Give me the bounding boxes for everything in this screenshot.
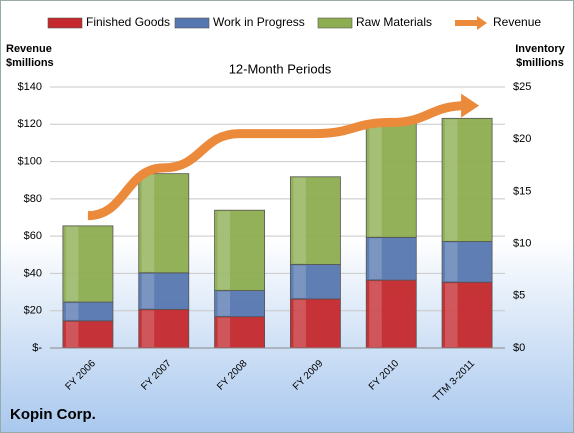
bar-segment bbox=[138, 272, 190, 310]
legend-label: Raw Materials bbox=[356, 15, 432, 29]
bar-highlight bbox=[217, 291, 231, 316]
bar-highlight bbox=[445, 119, 458, 241]
y-tick-label: $- bbox=[32, 342, 42, 354]
bar-highlight bbox=[293, 265, 306, 298]
legend-label: Revenue bbox=[493, 15, 541, 29]
bar-segment bbox=[138, 308, 190, 349]
bar-segment bbox=[365, 279, 417, 349]
bar-segment bbox=[289, 264, 341, 300]
y2-tick-label: $25 bbox=[513, 81, 531, 93]
bar-highlight bbox=[141, 174, 155, 272]
y-label-box: Revenue $millions bbox=[6, 43, 54, 69]
bar-highlight bbox=[445, 283, 458, 347]
bar-segment bbox=[214, 290, 266, 318]
bar-segment bbox=[365, 236, 417, 281]
bar-segment bbox=[441, 117, 493, 242]
bar-highlight bbox=[369, 281, 382, 347]
bar-highlight bbox=[65, 226, 79, 302]
legend-swatch bbox=[47, 17, 83, 29]
bar-highlight bbox=[217, 211, 231, 290]
y2-tick-label: $15 bbox=[513, 185, 531, 197]
bar-highlight bbox=[141, 310, 155, 347]
y-tick-label: $80 bbox=[24, 193, 42, 205]
bar-segment bbox=[214, 209, 266, 291]
bar-highlight bbox=[65, 303, 79, 320]
legend-label: Finished Goods bbox=[86, 15, 170, 29]
legend-label: Work in Progress bbox=[213, 15, 305, 29]
legend-arrow bbox=[477, 16, 487, 30]
y2-axis-label: Inventory $millions bbox=[515, 43, 565, 69]
bar-segment bbox=[441, 241, 493, 283]
y-tick-label: $100 bbox=[18, 155, 42, 167]
y-tick-label: $120 bbox=[18, 118, 42, 130]
legend-swatch bbox=[174, 17, 210, 29]
legend-swatch bbox=[317, 17, 353, 29]
bar-segment bbox=[62, 225, 114, 303]
y-tick-label: $40 bbox=[24, 267, 42, 279]
footer: Kopin Corp. bbox=[10, 406, 96, 423]
y-tick-label: $140 bbox=[18, 81, 42, 93]
y-tick-label: $60 bbox=[24, 230, 42, 242]
bar-segment bbox=[289, 298, 341, 349]
bar-highlight bbox=[293, 299, 306, 347]
bar-highlight bbox=[293, 177, 306, 264]
y2-tick-label: $10 bbox=[513, 238, 531, 250]
bar-highlight bbox=[217, 317, 231, 347]
bar-segment bbox=[289, 176, 341, 265]
y2-tick-label: $0 bbox=[513, 342, 525, 354]
y2-label-box: Inventory $millions bbox=[515, 43, 565, 69]
y-axis-label: Revenue $millions bbox=[6, 43, 54, 69]
y2-tick-label: $20 bbox=[513, 133, 531, 145]
bar-highlight bbox=[65, 321, 79, 347]
bar-highlight bbox=[445, 242, 458, 282]
bar-highlight bbox=[369, 124, 382, 237]
y2-tick-label: $5 bbox=[513, 290, 525, 302]
chart-title: 12-Month Periods bbox=[229, 61, 332, 76]
revenue-arrowhead bbox=[461, 93, 480, 118]
revenue-line bbox=[87, 101, 468, 221]
bar-highlight bbox=[141, 273, 155, 309]
bar-segment bbox=[138, 173, 190, 274]
y-tick-label: $20 bbox=[24, 305, 42, 317]
bar-highlight bbox=[369, 238, 382, 280]
